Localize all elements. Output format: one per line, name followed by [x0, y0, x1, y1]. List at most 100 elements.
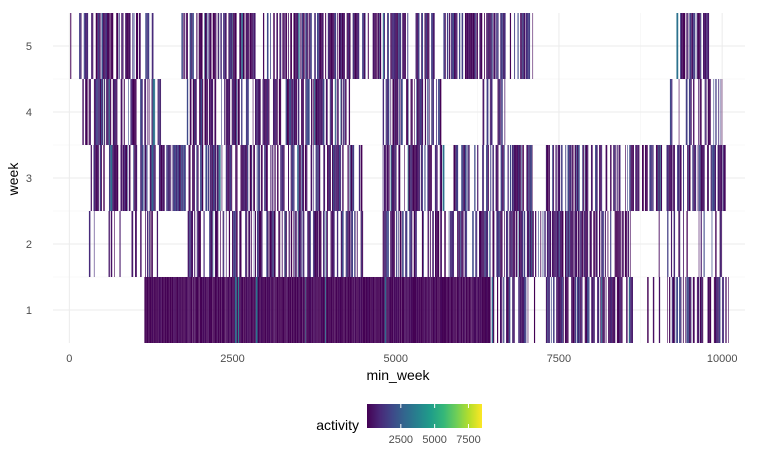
activity-tile — [110, 211, 113, 277]
activity-tile — [331, 211, 334, 277]
activity-tile — [206, 277, 208, 343]
activity-tile — [610, 211, 612, 277]
activity-tile — [425, 13, 428, 79]
activity-tile — [248, 211, 251, 277]
activity-tile — [417, 79, 418, 145]
activity-tile — [689, 277, 691, 343]
activity-tile — [270, 277, 272, 343]
activity-tile — [548, 277, 550, 343]
activity-tile — [149, 211, 151, 277]
activity-tile — [517, 145, 519, 211]
activity-tile — [146, 145, 148, 211]
activity-tile — [234, 277, 237, 343]
activity-tile — [703, 13, 705, 79]
activity-tile — [600, 145, 602, 211]
activity-tile — [232, 277, 233, 343]
activity-tile — [113, 145, 116, 211]
activity-tile — [404, 277, 405, 343]
activity-tile — [330, 211, 332, 277]
activity-tile — [619, 145, 621, 211]
activity-tile — [351, 277, 353, 343]
activity-tile — [104, 145, 105, 211]
activity-tile — [561, 211, 564, 277]
activity-tile — [465, 277, 466, 343]
activity-tile — [523, 13, 526, 79]
activity-tile — [211, 145, 213, 211]
activity-tile — [349, 145, 351, 211]
activity-tile — [217, 13, 219, 79]
activity-tile — [91, 13, 93, 79]
activity-tile — [215, 211, 218, 277]
activity-tile — [687, 145, 689, 211]
activity-tile — [479, 13, 481, 79]
activity-tile — [342, 277, 344, 343]
activity-tile — [241, 79, 243, 145]
activity-tile — [304, 145, 307, 211]
activity-tile — [617, 211, 619, 277]
activity-tile — [332, 13, 334, 79]
activity-tile — [243, 145, 245, 211]
activity-tile — [707, 79, 710, 145]
activity-tile — [456, 277, 459, 343]
activity-tile — [512, 277, 513, 343]
activity-tile — [468, 13, 470, 79]
activity-tile — [452, 13, 454, 79]
activity-tile — [429, 79, 430, 145]
activity-tile — [333, 277, 335, 343]
activity-tile — [409, 211, 411, 277]
activity-tile — [456, 277, 457, 343]
activity-tile — [154, 277, 156, 343]
activity-tile — [454, 277, 456, 343]
activity-tile — [432, 277, 435, 343]
activity-tile — [154, 145, 156, 211]
activity-tile — [627, 145, 628, 211]
activity-tile — [521, 277, 523, 343]
activity-tile — [456, 13, 458, 79]
activity-tile — [116, 13, 119, 79]
activity-tile — [218, 13, 220, 79]
activity-tile — [520, 211, 522, 277]
activity-tile — [657, 145, 659, 211]
activity-tile — [232, 277, 234, 343]
activity-tile — [390, 13, 392, 79]
activity-tile — [326, 211, 328, 277]
activity-tile — [450, 277, 453, 343]
activity-tile — [135, 13, 137, 79]
activity-tile — [173, 145, 176, 211]
activity-tile — [108, 13, 110, 79]
activity-tile — [306, 13, 308, 79]
activity-tile — [553, 277, 555, 343]
activity-tile — [183, 145, 184, 211]
activity-tile — [322, 79, 325, 145]
activity-tile — [204, 13, 207, 79]
activity-tile — [571, 277, 573, 343]
activity-tile — [693, 145, 695, 211]
legend: activity 2500 5000 7500 — [316, 404, 482, 446]
activity-tile — [557, 145, 559, 211]
activity-tile — [500, 13, 503, 79]
activity-tile — [208, 13, 210, 79]
activity-tile — [258, 79, 261, 145]
activity-tile — [479, 211, 481, 277]
activity-tile — [92, 13, 94, 79]
activity-tile — [231, 145, 233, 211]
activity-tile — [655, 145, 658, 211]
activity-tile — [699, 13, 701, 79]
activity-tile — [518, 211, 520, 277]
activity-tile — [185, 13, 187, 79]
activity-tile — [553, 211, 555, 277]
activity-tile — [503, 145, 504, 211]
x-tick-label: 0 — [66, 353, 72, 365]
activity-tile — [473, 277, 475, 343]
activity-tile — [243, 145, 245, 211]
activity-tile — [670, 211, 673, 277]
activity-tile — [241, 145, 243, 211]
activity-tile — [299, 277, 301, 343]
activity-tile — [260, 277, 263, 343]
activity-tile — [278, 211, 280, 277]
activity-tile — [95, 145, 97, 211]
activity-tile — [252, 277, 254, 343]
activity-tile — [706, 13, 708, 79]
activity-tile — [512, 145, 514, 211]
activity-tile — [718, 277, 721, 343]
